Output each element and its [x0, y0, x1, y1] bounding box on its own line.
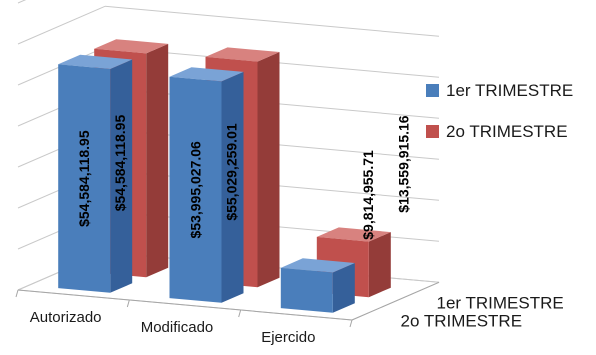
data-label: $54,584,118.95: [76, 130, 92, 227]
data-label: $53,995,027.06: [187, 141, 203, 239]
bar-top-face: [94, 39, 169, 54]
legend: 1er TRIMESTRE 2o TRIMESTRE: [426, 81, 573, 141]
bar-top-face: [169, 67, 244, 82]
bar-top-face: [280, 258, 355, 273]
legend-label: 1er TRIMESTRE: [446, 81, 573, 100]
x-tick: [15, 289, 19, 298]
bar-side-face: [221, 71, 244, 303]
x-tick: [349, 319, 353, 328]
bar-front-face: [169, 76, 222, 303]
data-label: $55,029,259.01: [224, 123, 240, 221]
legend-label: 2o TRIMESTRE: [446, 122, 568, 141]
legend-swatch: [426, 84, 439, 97]
x-tick-label: Ejercido: [261, 329, 315, 346]
bar-top-face: [58, 54, 133, 69]
bars: [58, 39, 391, 313]
data-label: $9,814,955.71: [360, 150, 376, 240]
bar-top-face: [205, 47, 280, 62]
bar-1-autorizado: [58, 54, 133, 293]
data-label: $13,559,915.16: [396, 115, 412, 213]
x-tick: [238, 309, 242, 318]
data-labels: $54,584,118.95 $55,029,259.01 $13,559,915.…: [76, 115, 412, 240]
bar-1-ejercido: [280, 258, 355, 313]
depth-tick-label: 2o TRIMESTRE: [401, 311, 523, 330]
x-tick-label: Modificado: [141, 319, 214, 336]
bar-front-face: [58, 64, 111, 293]
bar-side-face: [257, 52, 280, 288]
depth-axis: [351, 281, 440, 321]
x-tick: [126, 299, 130, 308]
bar-front-face: [280, 267, 333, 313]
x-tick-label: Autorizado: [30, 309, 102, 326]
axes: Autorizado Modificado Ejercido 2o TRIMESTRE…: [15, 281, 564, 346]
bar-1-modificado: [169, 67, 244, 303]
bar-top-face: [316, 227, 391, 242]
gridline-side: [17, 0, 27, 4]
bar-side-face: [146, 43, 169, 278]
gridline-side: [17, 5, 106, 45]
bar-side-face: [332, 263, 355, 313]
legend-swatch: [426, 125, 439, 138]
depth-tick-label: 1er TRIMESTRE: [437, 294, 564, 313]
data-label: $54,584,118.95: [112, 115, 128, 212]
gridline: [104, 5, 440, 37]
bar-side-face: [110, 59, 133, 293]
x-axis: [17, 289, 353, 321]
bar-side-face: [368, 232, 391, 298]
